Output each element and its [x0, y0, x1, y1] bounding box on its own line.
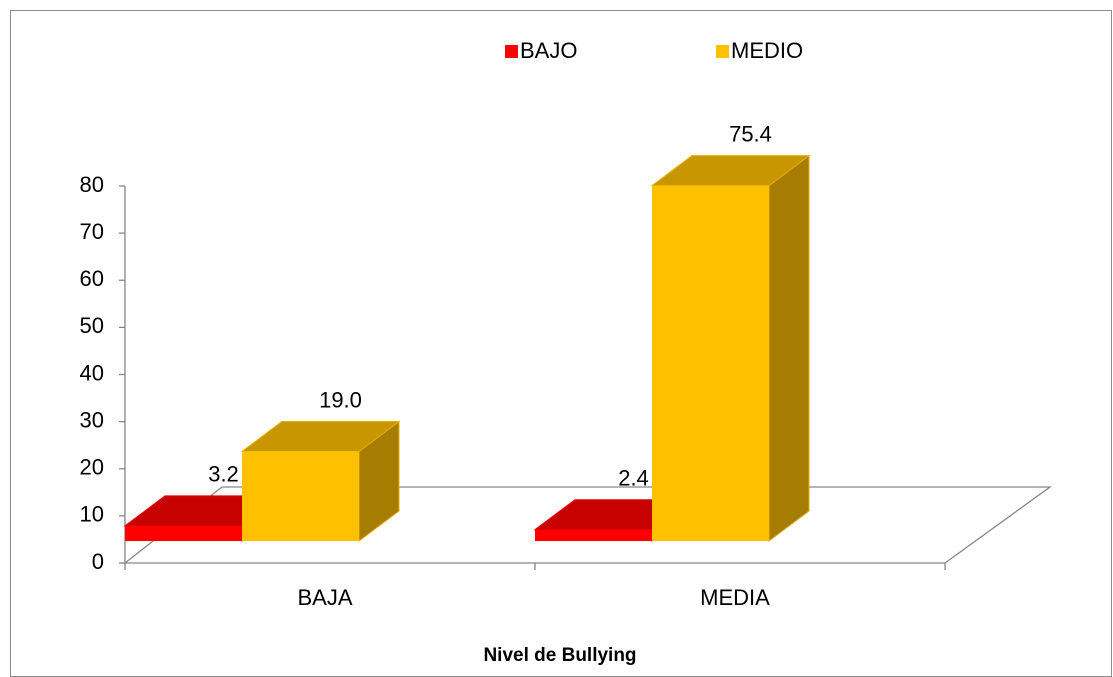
y-tick-label: 80	[80, 172, 104, 197]
bar-front	[535, 529, 652, 541]
bar-side	[768, 154, 810, 542]
data-label: 75.4	[729, 121, 772, 146]
y-tick-label: 10	[80, 502, 104, 527]
y-tick-label: 20	[80, 455, 104, 480]
bar-front	[652, 185, 769, 542]
x-tick-label: BAJA	[297, 585, 352, 610]
legend-swatch	[716, 45, 729, 58]
legend-swatch	[505, 45, 518, 58]
y-tick-label: 50	[80, 313, 104, 338]
chart-border	[10, 10, 1112, 677]
y-tick-label: 60	[80, 266, 104, 291]
x-tick-label: MEDIA	[700, 585, 770, 610]
bar-front	[242, 451, 359, 541]
data-label: 2.4	[618, 466, 649, 491]
y-tick-label: 0	[92, 549, 104, 574]
bar	[240, 420, 401, 542]
data-label: 19.0	[319, 387, 362, 412]
y-tick-label: 40	[80, 360, 104, 385]
bar-front	[125, 525, 242, 541]
legend-label: BAJO	[520, 38, 577, 63]
data-label: 3.2	[208, 462, 239, 487]
y-tick-label: 70	[80, 219, 104, 244]
x-axis-title: Nivel de Bullying	[483, 645, 636, 666]
legend-label: MEDIO	[731, 38, 803, 63]
y-tick-label: 30	[80, 407, 104, 432]
bar	[650, 154, 811, 542]
